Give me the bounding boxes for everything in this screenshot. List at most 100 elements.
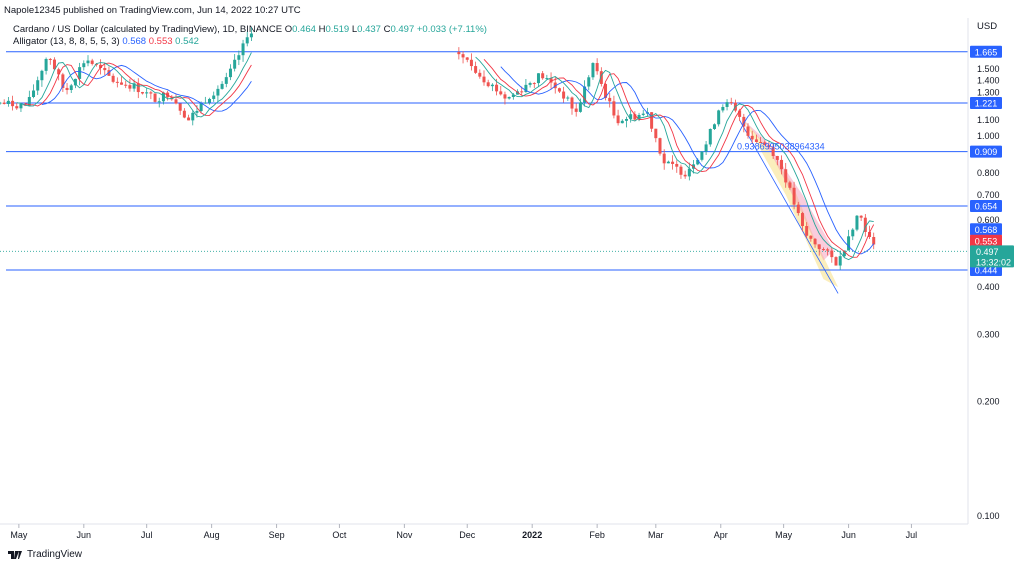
candle-body <box>679 166 683 175</box>
candle-body <box>220 83 224 89</box>
alligator-jaw-line <box>41 64 252 112</box>
x-tick-label: Jun <box>841 530 856 540</box>
candle-body <box>48 58 52 60</box>
candle-body <box>780 159 784 170</box>
low-label: L <box>351 24 358 35</box>
candle-body <box>604 83 608 98</box>
candle-body <box>784 169 788 183</box>
candle-body <box>796 204 800 214</box>
candle-body <box>650 112 654 129</box>
candle-body <box>507 96 511 99</box>
x-tick-label: Aug <box>204 530 220 540</box>
candle-body <box>792 187 796 205</box>
open-label: O <box>284 24 293 35</box>
candle-body <box>208 98 212 103</box>
candle-body <box>511 94 515 97</box>
candle-body <box>69 85 73 91</box>
candle-body <box>754 139 758 143</box>
candle-body <box>863 217 867 232</box>
candle-body <box>482 76 486 83</box>
candle-body <box>725 102 729 107</box>
currency-label: USD <box>977 21 998 32</box>
alligator-teeth-line <box>24 62 252 116</box>
candle-body <box>767 145 771 148</box>
trend-line <box>739 119 839 294</box>
alligator-label: 0.568 <box>975 225 998 235</box>
candle-body <box>495 84 499 92</box>
jaw-value: 0.568 <box>122 36 147 47</box>
candle-body <box>826 249 830 251</box>
candle-body <box>712 124 716 129</box>
level-badge <box>970 45 1002 58</box>
candle-body <box>763 142 767 146</box>
y-tick-label: 0.200 <box>977 397 1000 407</box>
x-tick-label: 2022 <box>522 530 542 540</box>
change-value: +0.033 (+7.11%) <box>416 24 487 35</box>
candle-body <box>721 106 725 111</box>
candle-body <box>805 226 809 236</box>
candle-body <box>872 236 876 245</box>
candle-body <box>536 73 540 84</box>
candle-body <box>27 96 31 106</box>
candle-body <box>566 97 570 99</box>
candle-body <box>608 97 612 102</box>
candle-body <box>654 128 658 139</box>
close-label: C <box>383 24 391 35</box>
candle-body <box>859 215 863 218</box>
candle-body <box>216 88 220 96</box>
candle-body <box>40 70 44 81</box>
tradingview-logo-icon <box>8 550 22 559</box>
candle-body <box>224 77 228 84</box>
candle-body <box>675 163 679 167</box>
level-label: 1.665 <box>975 47 998 57</box>
low-value: 0.437 <box>357 24 381 35</box>
candle-body <box>641 113 645 115</box>
candle-body <box>759 142 763 144</box>
y-tick-label: 1.100 <box>977 115 1000 125</box>
candle-body <box>842 250 846 257</box>
candle-body <box>524 84 528 93</box>
candle-body <box>465 57 469 60</box>
open-value: 0.464 <box>292 24 316 35</box>
candle-body <box>157 101 161 103</box>
candle-body <box>120 82 124 85</box>
candle-body <box>800 213 804 227</box>
high-label: H <box>318 24 326 35</box>
candle-body <box>662 153 666 164</box>
candle-body <box>562 91 566 99</box>
x-tick-label: May <box>10 530 28 540</box>
candle-body <box>821 249 825 251</box>
candle-body <box>161 92 165 102</box>
candle-body <box>153 93 157 102</box>
candle-body <box>2 102 6 104</box>
candle-body <box>178 103 182 111</box>
candle-body <box>19 103 23 109</box>
candle-body <box>132 83 136 89</box>
candle-body <box>545 78 549 80</box>
candle-body <box>599 71 603 84</box>
candle-body <box>516 91 520 95</box>
y-tick-label: 0.400 <box>977 282 1000 292</box>
fib-annotation-label: 0.938699503896​4334 <box>737 141 825 151</box>
candle-body <box>817 244 821 250</box>
candle-body <box>620 120 624 124</box>
candle-body <box>486 82 490 87</box>
candle-body <box>612 101 616 116</box>
candle-body <box>474 66 478 73</box>
candle-body <box>457 52 461 55</box>
x-tick-label: Jun <box>77 530 92 540</box>
footer-brand[interactable]: TradingView <box>8 549 82 560</box>
high-value: 0.519 <box>325 24 350 35</box>
level-label: 1.221 <box>975 98 998 108</box>
last-price-badge <box>970 245 1014 268</box>
candle-body <box>86 60 90 64</box>
x-tick-label: Jul <box>141 530 153 540</box>
countdown-label: 13:32:02 <box>976 257 1011 267</box>
y-tick-label: 1.000 <box>977 131 1000 141</box>
candle-body <box>73 78 77 86</box>
candle-body <box>696 159 700 165</box>
candle-body <box>199 103 203 111</box>
candle-body <box>233 59 237 69</box>
candle-body <box>868 231 872 237</box>
